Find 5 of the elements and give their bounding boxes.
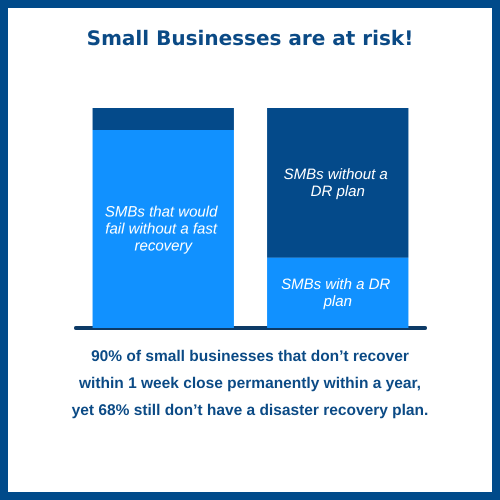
chart-title: Small Businesses are at risk!: [86, 26, 414, 50]
series-label: SMBs with a DR plan: [281, 276, 394, 310]
series-label: SMBs without a DR plan: [284, 166, 392, 200]
series-label: SMBs that would fail without a fast recovery: [104, 204, 222, 254]
text: 90% of small businesses that don’t recover within 1 week close permanently within a year, yet 68% still don’t have a disaster recovery plan.: [70, 347, 430, 421]
